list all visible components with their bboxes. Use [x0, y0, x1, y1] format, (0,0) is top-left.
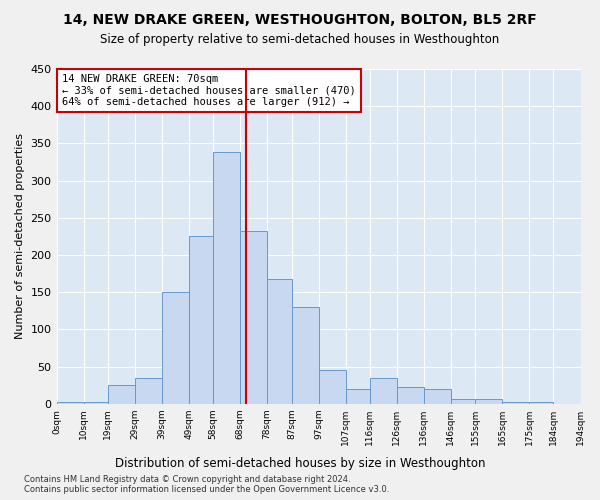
- Text: 14, NEW DRAKE GREEN, WESTHOUGHTON, BOLTON, BL5 2RF: 14, NEW DRAKE GREEN, WESTHOUGHTON, BOLTO…: [63, 12, 537, 26]
- Bar: [529, 402, 553, 404]
- Bar: [267, 279, 292, 404]
- Bar: [189, 236, 213, 404]
- Bar: [451, 398, 475, 404]
- Text: Contains public sector information licensed under the Open Government Licence v3: Contains public sector information licen…: [24, 485, 389, 494]
- Bar: [162, 292, 189, 404]
- Bar: [240, 231, 267, 404]
- Bar: [424, 389, 451, 404]
- Text: Size of property relative to semi-detached houses in Westhoughton: Size of property relative to semi-detach…: [100, 32, 500, 46]
- Text: 14 NEW DRAKE GREEN: 70sqm
← 33% of semi-detached houses are smaller (470)
64% of: 14 NEW DRAKE GREEN: 70sqm ← 33% of semi-…: [62, 74, 356, 107]
- Bar: [135, 378, 162, 404]
- Text: Distribution of semi-detached houses by size in Westhoughton: Distribution of semi-detached houses by …: [115, 458, 485, 470]
- Bar: [397, 388, 424, 404]
- Bar: [56, 402, 83, 404]
- Text: Contains HM Land Registry data © Crown copyright and database right 2024.: Contains HM Land Registry data © Crown c…: [24, 475, 350, 484]
- Bar: [319, 370, 346, 404]
- Bar: [292, 307, 319, 404]
- Bar: [83, 402, 108, 404]
- Bar: [502, 402, 529, 404]
- Bar: [108, 385, 135, 404]
- Bar: [346, 389, 370, 404]
- Bar: [370, 378, 397, 404]
- Bar: [213, 152, 240, 404]
- Y-axis label: Number of semi-detached properties: Number of semi-detached properties: [15, 134, 25, 340]
- Bar: [475, 398, 502, 404]
